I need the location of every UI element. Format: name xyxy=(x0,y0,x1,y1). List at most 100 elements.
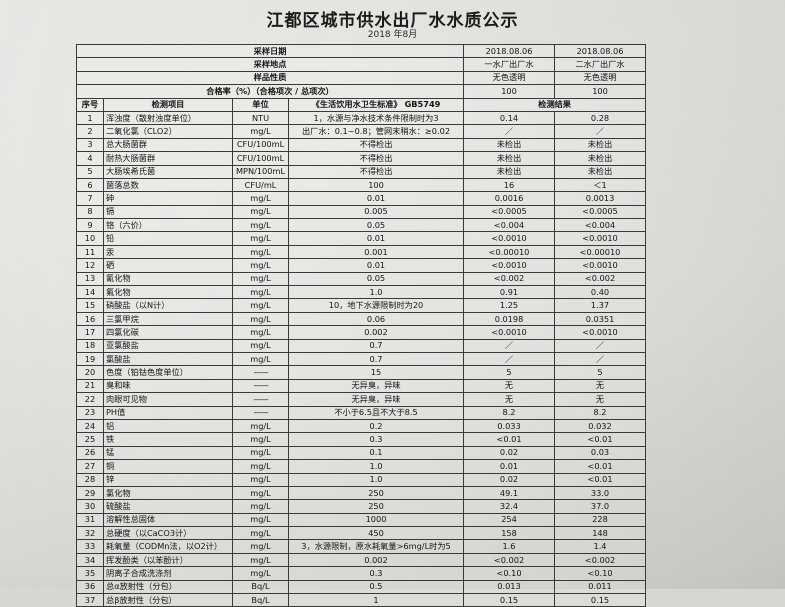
row-unit: MPN/100mL xyxy=(232,164,289,179)
row-item-name: 大肠埃希氏菌 xyxy=(103,164,233,179)
row-item-name: 浑浊度（散射浊度单位） xyxy=(103,110,233,126)
table-row: 22 肉眼可见物 —— 无异臭，异味无无 xyxy=(76,392,647,407)
row-unit: mg/L xyxy=(232,271,289,287)
row-no: 36 xyxy=(76,579,104,595)
row-result-plant2: <0.002 xyxy=(554,271,647,287)
row-no: 33 xyxy=(76,539,104,554)
table-row: 34 挥发酚类（以苯酚计） mg/L 0.002 <0.002 <0.002 xyxy=(76,552,647,568)
row-item-name: 三氯甲烷 xyxy=(103,311,233,327)
table-row: 10 铅 mg/L 0.01 <0.0010 <0.0010 xyxy=(76,231,647,246)
row-result-plant2: 无 xyxy=(554,378,647,394)
row-result-plant2: <0.0010 xyxy=(554,231,647,246)
row-result-plant1: 0.91 xyxy=(463,285,556,300)
table-row: 11 汞 mg/L 0.001 <0.00010 <0.00010 xyxy=(76,244,647,260)
row-result-plant2: 0.28 xyxy=(554,110,647,126)
meta-row-plant2-value: 无色透明 xyxy=(554,70,647,86)
row-standard: 出厂水：0.1~0.8；管网末稍水：≥0.02 xyxy=(287,124,465,139)
row-unit: Bq/L xyxy=(232,579,289,595)
column-header-item: 检测项目 xyxy=(103,97,233,112)
row-standard: 250 xyxy=(287,485,465,501)
row-unit: —— xyxy=(232,405,289,420)
row-no: 4 xyxy=(76,151,104,166)
row-result-plant2: 0.40 xyxy=(554,285,647,300)
row-item-name: 总硬度（以CaCO3计） xyxy=(103,526,233,541)
row-standard: 0.05 xyxy=(287,218,465,233)
row-result-plant2: 37.0 xyxy=(554,499,647,514)
row-no: 27 xyxy=(76,459,104,474)
row-standard: 0.01 xyxy=(287,231,465,246)
row-result-plant1: <0.0010 xyxy=(463,258,556,273)
row-unit: mg/L xyxy=(232,258,289,273)
row-item-name: 铁 xyxy=(103,432,233,447)
column-header-standard: 《生活饮用水卫生标准》 GB5749 xyxy=(287,97,465,112)
row-result-plant1: <0.0010 xyxy=(463,325,556,340)
row-item-name: 总α放射性（分包） xyxy=(103,579,233,595)
row-standard: 不小于6.5且不大于8.5 xyxy=(287,405,465,420)
row-result-plant1: 49.1 xyxy=(463,485,556,501)
row-result-plant2: 未检出 xyxy=(554,164,647,179)
row-result-plant1: 0.15 xyxy=(463,593,556,607)
row-item-name: 硒 xyxy=(103,258,233,273)
row-result-plant2: ＜1 xyxy=(554,177,647,193)
row-standard: 1.0 xyxy=(287,459,465,474)
row-unit: mg/L xyxy=(232,526,289,541)
row-no: 16 xyxy=(76,311,104,327)
row-standard: 0.05 xyxy=(287,271,465,287)
meta-row-label: 采样地点 xyxy=(75,57,465,72)
row-result-plant2: 0.15 xyxy=(554,593,647,607)
row-no: 1 xyxy=(76,110,104,126)
row-item-name: 氟化物 xyxy=(103,285,233,300)
row-unit: CFU/100mL xyxy=(232,151,289,166)
row-unit: mg/L xyxy=(232,204,289,220)
row-no: 11 xyxy=(76,244,104,260)
row-result-plant2: <0.01 xyxy=(554,472,647,487)
row-unit: mg/L xyxy=(232,338,289,353)
row-item-name: 亚氯酸盐 xyxy=(103,338,233,353)
row-standard: 1000 xyxy=(287,512,465,528)
table-row: 33 耗氧量（CODMn法，以O2计） mg/L 3，水源限制，原水耗氧量>6mg/L… xyxy=(76,539,647,554)
row-unit: mg/L xyxy=(232,285,289,300)
meta-row-plant2-value: 二水厂出厂水 xyxy=(554,57,647,72)
row-no: 21 xyxy=(76,378,104,394)
row-item-name: 二氧化氯（CLO2） xyxy=(103,124,233,139)
row-no: 19 xyxy=(76,351,104,367)
row-unit: mg/L xyxy=(232,298,289,313)
table-row: 37 总β放射性（分包） Bq/L 1 0.15 0.15 xyxy=(76,593,647,607)
row-no: 3 xyxy=(76,137,104,153)
row-result-plant1: ／ xyxy=(463,124,556,139)
table-row: 23 PH值 —— 不小于6.5且不大于8.5 8.2 8.2 xyxy=(76,405,647,420)
row-result-plant1: ／ xyxy=(463,338,556,353)
row-result-plant1: <0.002 xyxy=(463,552,556,568)
row-standard: 100 xyxy=(287,177,465,193)
row-result-plant1: 0.033 xyxy=(463,418,556,434)
row-no: 17 xyxy=(76,325,104,340)
row-item-name: 阴离子合成洗涤剂 xyxy=(103,566,233,581)
row-standard: 0.3 xyxy=(287,432,465,447)
row-result-plant2: 未检出 xyxy=(554,151,647,166)
row-standard: 3，水源限制，原水耗氧量>6mg/L时为5 xyxy=(287,539,465,554)
row-item-name: 四氯化碳 xyxy=(103,325,233,340)
row-item-name: 铜 xyxy=(103,459,233,474)
row-result-plant1: 158 xyxy=(463,526,556,541)
row-no: 5 xyxy=(76,164,104,179)
column-header-row: 序号 检测项目 单位 《生活饮用水卫生标准》 GB5749 检测结果 xyxy=(76,97,647,112)
row-standard: 10，地下水源限制时为20 xyxy=(287,298,465,313)
meta-row-plant1-value: 2018.08.06 xyxy=(463,43,556,59)
row-item-name: PH值 xyxy=(103,405,233,420)
row-standard: 0.2 xyxy=(287,418,465,434)
row-unit: —— xyxy=(232,365,289,380)
table-row: 35 阴离子合成洗涤剂 mg/L 0.3 <0.10 <0.10 xyxy=(76,566,647,581)
row-result-plant2: 148 xyxy=(554,526,647,541)
column-header-no: 序号 xyxy=(76,97,104,112)
meta-row: 采样日期 2018.08.06 2018.08.06 xyxy=(75,43,647,59)
row-no: 14 xyxy=(76,285,104,300)
row-standard: 0.01 xyxy=(287,258,465,273)
row-result-plant2: ／ xyxy=(554,338,647,353)
row-standard: 0.7 xyxy=(287,351,465,367)
row-item-name: 氯化物 xyxy=(103,485,233,501)
row-standard: 0.002 xyxy=(287,552,465,568)
table-row: 32 总硬度（以CaCO3计） mg/L 450 158 148 xyxy=(76,526,647,541)
row-result-plant1: 16 xyxy=(463,177,556,193)
table-row: 9 铬（六价） mg/L 0.05 <0.004 <0.004 xyxy=(76,218,647,233)
row-item-name: 耐热大肠菌群 xyxy=(103,151,233,166)
